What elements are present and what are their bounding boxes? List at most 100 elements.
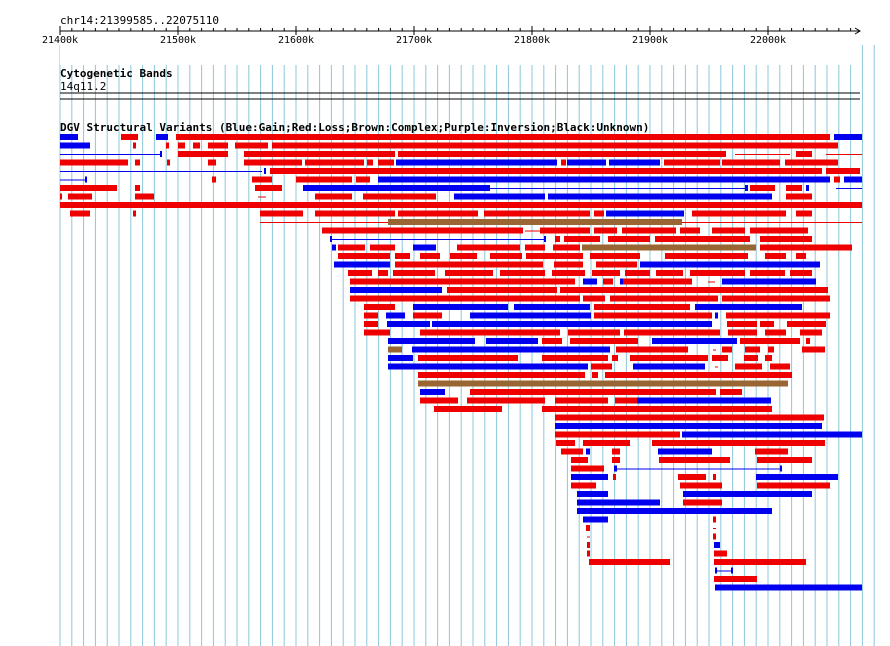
gain-variant [334, 261, 390, 268]
loss-variant [561, 159, 566, 166]
loss-variant [420, 253, 440, 259]
loss-variant [594, 227, 617, 234]
loss-variant [133, 210, 136, 217]
loss-variant [450, 253, 477, 259]
complex-variant [418, 380, 788, 387]
variant-connector [258, 196, 266, 198]
loss-variant [356, 176, 370, 183]
loss-variant [167, 159, 170, 166]
loss-variant [656, 270, 683, 276]
loss-variant [135, 159, 140, 166]
loss-variant [608, 236, 650, 242]
loss-variant [420, 329, 560, 336]
gain-variant [586, 448, 590, 455]
loss-variant [713, 474, 716, 480]
gain-variant [620, 278, 623, 285]
loss-variant [420, 397, 458, 404]
gain-variant [544, 236, 546, 242]
loss-variant [680, 482, 722, 489]
gain-variant [806, 185, 809, 191]
loss-variant [364, 321, 378, 327]
gain-variant [756, 474, 838, 480]
loss-variant [714, 550, 727, 557]
gain-variant [640, 261, 820, 268]
loss-variant [68, 193, 92, 200]
variant-connector [587, 536, 590, 538]
loss-variant [806, 338, 810, 344]
gain-variant [514, 304, 590, 310]
loss-variant [133, 142, 136, 149]
loss-variant [445, 270, 493, 276]
gain-variant [388, 363, 588, 370]
loss-variant [556, 440, 575, 446]
variant-connector [617, 468, 780, 470]
gain-variant [432, 321, 712, 327]
variant-connector [713, 528, 716, 529]
loss-variant [722, 159, 780, 166]
loss-variant [555, 414, 824, 421]
loss-variant [296, 176, 352, 183]
variant-connector [715, 366, 718, 368]
gain-variant [715, 584, 862, 591]
gain-variant [715, 312, 718, 319]
loss-variant [692, 210, 786, 217]
loss-variant [610, 295, 718, 302]
loss-variant [272, 142, 838, 149]
loss-variant [315, 210, 395, 217]
gain-variant [780, 465, 782, 472]
loss-variant [625, 270, 650, 276]
loss-variant [457, 244, 520, 251]
gain-variant [388, 338, 475, 344]
loss-variant [785, 159, 838, 166]
loss-variant [570, 338, 638, 344]
gain-variant [160, 151, 162, 157]
loss-variant [363, 193, 436, 200]
gain-variant [577, 508, 772, 514]
gain-variant [388, 355, 413, 361]
variant-connector [715, 570, 733, 572]
loss-variant [542, 406, 772, 412]
loss-variant [713, 533, 716, 540]
gain-variant [396, 159, 557, 166]
loss-variant [616, 346, 688, 353]
gain-variant [731, 567, 733, 574]
loss-variant [665, 253, 748, 259]
loss-variant [760, 236, 812, 242]
loss-variant [554, 261, 583, 268]
loss-variant [770, 363, 790, 370]
gain-variant [715, 567, 717, 574]
loss-variant [338, 253, 390, 259]
loss-variant [712, 355, 728, 361]
loss-variant [586, 525, 590, 531]
variant-connector [826, 154, 862, 155]
loss-variant [744, 355, 758, 361]
loss-variant [555, 397, 608, 404]
loss-variant [350, 278, 575, 285]
loss-variant [526, 253, 583, 259]
loss-variant [583, 440, 630, 446]
loss-variant [683, 499, 722, 506]
ruler-arrow [854, 27, 861, 35]
dgv-track-title: DGV Structural Variants (Blue:Gain;Red:L… [60, 121, 650, 134]
gain-variant [745, 185, 748, 191]
loss-variant [664, 159, 720, 166]
gain-variant [378, 176, 830, 183]
loss-variant [571, 482, 596, 489]
loss-variant [787, 321, 826, 327]
loss-variant [796, 210, 812, 217]
loss-variant [722, 295, 830, 302]
gain-variant [571, 474, 608, 480]
ruler-tick-label: 21500k [159, 35, 197, 46]
gain-variant [470, 312, 591, 319]
loss-variant [765, 253, 786, 259]
gain-variant [486, 338, 538, 344]
loss-variant [760, 321, 774, 327]
loss-variant [583, 295, 605, 302]
cytoband-track-title: Cytogenetic Bands [60, 67, 173, 80]
gain-variant [609, 159, 660, 166]
loss-variant [315, 193, 352, 200]
gain-variant [567, 159, 606, 166]
loss-variant [208, 159, 216, 166]
loss-variant [613, 474, 616, 480]
